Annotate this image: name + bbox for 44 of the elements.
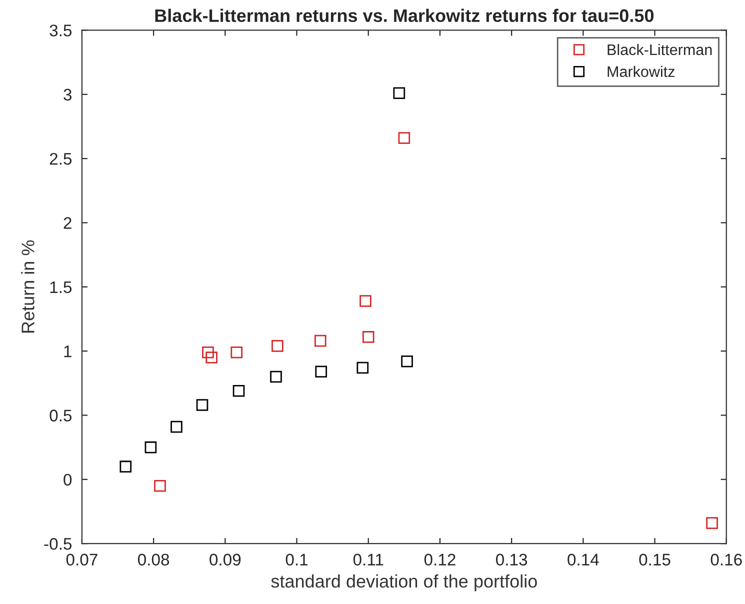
y-tick-label: 2 bbox=[64, 217, 72, 229]
point bbox=[393, 87, 406, 99]
point bbox=[154, 480, 166, 492]
y-tick-label: 2.5 bbox=[50, 152, 72, 165]
y-tick-label: 0.5 bbox=[50, 410, 72, 422]
x-tick-label: 0.1 bbox=[286, 554, 308, 566]
y-tick-label: -0.5 bbox=[44, 538, 72, 550]
legend-label: Markowitz bbox=[608, 66, 674, 78]
y-tick-label: 3.5 bbox=[50, 24, 72, 36]
x-tick-label: 0.07 bbox=[66, 554, 98, 566]
point bbox=[314, 334, 326, 347]
point bbox=[270, 370, 282, 383]
chart-title: Black-Litterman returns vs. Markowitz returns for tau=0.50 bbox=[155, 8, 654, 22]
point bbox=[315, 366, 328, 378]
point bbox=[401, 355, 413, 368]
point bbox=[202, 346, 214, 358]
x-tick-label: 0.11 bbox=[353, 554, 384, 566]
point bbox=[706, 517, 718, 529]
x-tick-label: 0.15 bbox=[639, 554, 670, 566]
x-tick-label: 0.09 bbox=[210, 554, 241, 566]
x-tick-label: 0.12 bbox=[424, 554, 456, 566]
point bbox=[360, 295, 372, 307]
point bbox=[120, 460, 132, 472]
y-tick-label: 3 bbox=[64, 88, 72, 101]
y-tick-label: 0 bbox=[64, 474, 72, 486]
x-tick-label: 0.08 bbox=[138, 554, 170, 566]
y-tick-label: 1 bbox=[64, 346, 72, 358]
point bbox=[196, 399, 208, 411]
point bbox=[144, 441, 157, 454]
point bbox=[232, 384, 245, 397]
point bbox=[362, 331, 374, 343]
point bbox=[230, 346, 243, 358]
point bbox=[272, 340, 284, 352]
y-axis-title: Return in % bbox=[21, 240, 34, 333]
x-tick-label: 0.14 bbox=[568, 554, 599, 566]
x-tick-label: 0.13 bbox=[496, 554, 528, 566]
x-tick-label: 0.16 bbox=[710, 554, 742, 566]
point bbox=[398, 132, 410, 144]
y-tick-label: 1.5 bbox=[50, 281, 72, 294]
point bbox=[356, 362, 369, 374]
x-axis-title: standard deviation of the portfolio bbox=[271, 574, 537, 592]
point bbox=[206, 352, 218, 364]
point bbox=[170, 420, 182, 433]
legend-label: Black-Litterman bbox=[608, 44, 712, 56]
